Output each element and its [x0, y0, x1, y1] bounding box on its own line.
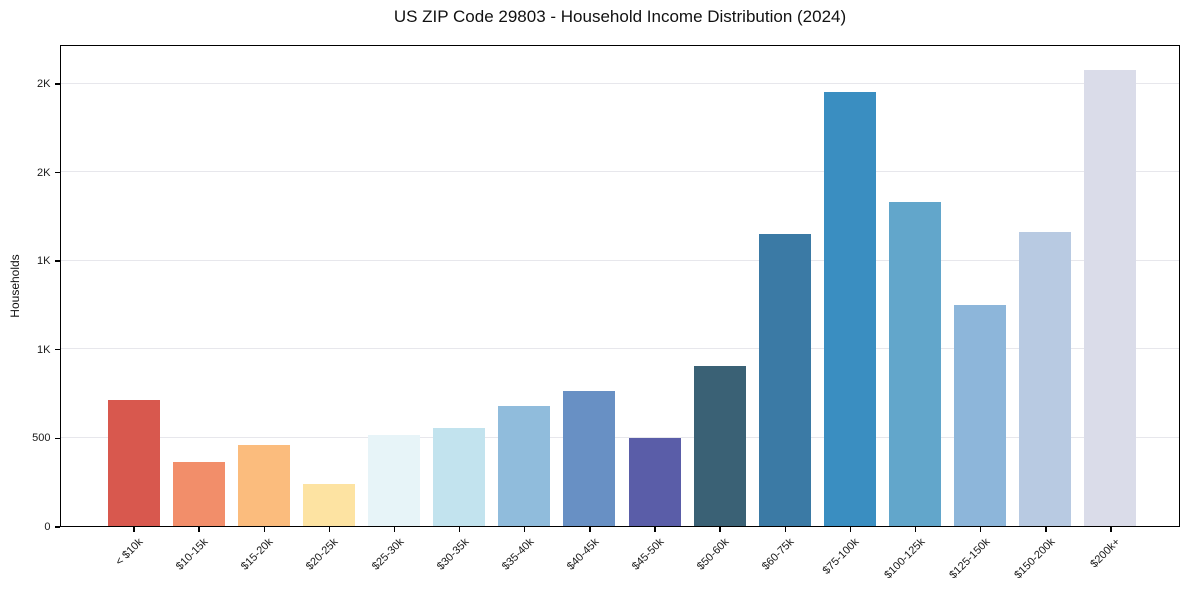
- y-gridline: [61, 82, 1179, 84]
- bar-$75-100k: [823, 91, 876, 526]
- bar-$10-15k: [172, 462, 225, 526]
- y-gridline: [61, 171, 1179, 173]
- y-gridline: [61, 259, 1179, 261]
- bar-$60-75k: [758, 233, 811, 526]
- x-tick-mark: [914, 527, 917, 532]
- bar-$45-50k: [628, 438, 681, 526]
- y-tick-mark: [54, 171, 60, 174]
- x-tick-mark: [198, 527, 200, 532]
- bar-$125-150k: [954, 305, 1007, 526]
- y-tick-label: 1K: [37, 343, 51, 356]
- bar-$100-125k: [889, 201, 942, 526]
- bar-$30-35k: [433, 427, 486, 526]
- x-tick-mark: [589, 527, 591, 532]
- y-tick-label: 2K: [37, 77, 51, 90]
- y-tick-label: 500: [32, 432, 51, 445]
- x-tick-mark: [524, 527, 526, 532]
- bar-$50-60k: [693, 365, 746, 526]
- bar-$15-20k: [237, 445, 290, 526]
- x-tick-mark: [719, 527, 721, 532]
- x-tick-mark: [133, 527, 135, 532]
- y-tick-label: 0: [44, 521, 51, 533]
- x-tick-mark: [849, 527, 852, 532]
- chart-title: US ZIP Code 29803 - Household Income Dis…: [393, 7, 847, 26]
- bar-$200k+: [1084, 69, 1137, 526]
- bar-$40-45k: [563, 391, 616, 526]
- y-tick-label: 1K: [37, 255, 51, 268]
- bar-$20-25k: [302, 484, 355, 526]
- x-tick-mark: [328, 527, 331, 532]
- y-tick-mark: [54, 526, 60, 528]
- y-gridline: [61, 436, 1179, 438]
- x-tick-mark: [393, 527, 396, 532]
- plot-area: [60, 45, 1180, 527]
- x-tick-mark: [979, 527, 982, 532]
- x-tick-label: < $10k: [113, 536, 146, 569]
- y-tick-label: 2K: [37, 166, 51, 179]
- bar-$25-30k: [368, 434, 421, 526]
- y-gridline: [61, 348, 1179, 350]
- x-tick-mark: [1110, 527, 1112, 532]
- y-tick-mark: [54, 349, 60, 351]
- bar-$35-40k: [498, 406, 551, 526]
- x-tick-mark: [1045, 527, 1047, 532]
- x-tick-mark: [263, 527, 265, 532]
- x-tick-mark: [784, 527, 786, 532]
- y-tick-mark: [54, 83, 60, 85]
- x-tick-mark: [654, 527, 656, 532]
- y-tick-mark: [54, 437, 60, 440]
- bar-$150-200k: [1019, 231, 1072, 526]
- y-tick-mark: [54, 260, 60, 262]
- x-tick-mark: [458, 527, 461, 532]
- bar-< $10k: [107, 400, 160, 526]
